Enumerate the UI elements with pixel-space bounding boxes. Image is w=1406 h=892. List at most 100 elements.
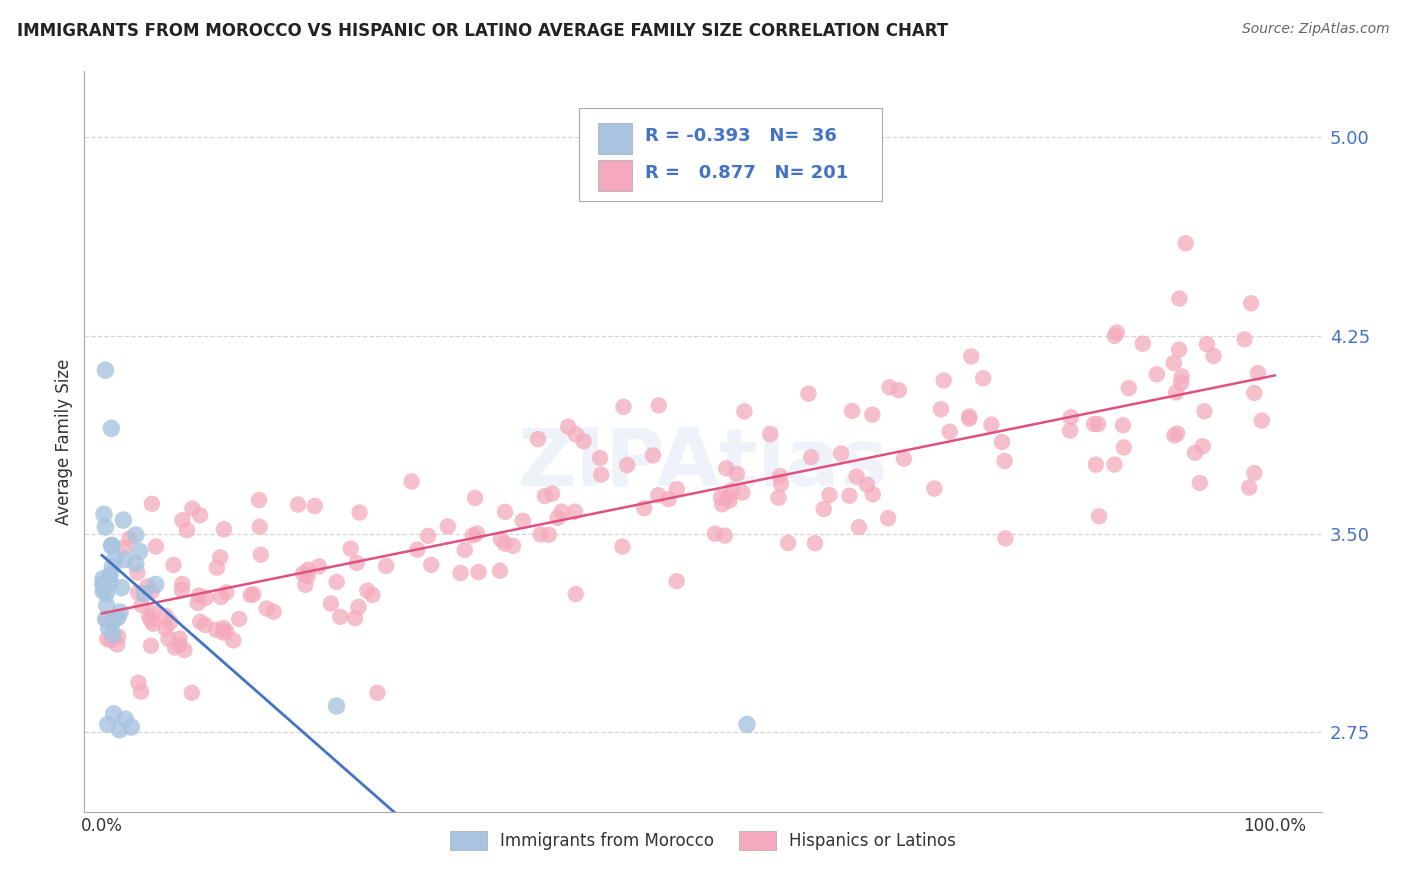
Y-axis label: Average Family Size: Average Family Size xyxy=(55,359,73,524)
Point xyxy=(957,409,980,424)
Point xyxy=(366,686,388,700)
Point xyxy=(1118,381,1140,395)
Point xyxy=(157,632,180,646)
Point xyxy=(96,632,118,646)
Point xyxy=(633,501,655,516)
Point xyxy=(804,536,827,550)
Point xyxy=(565,427,588,442)
Point xyxy=(1104,329,1126,343)
Point xyxy=(929,402,952,417)
Point xyxy=(94,612,117,626)
Point xyxy=(733,404,755,418)
Point xyxy=(530,527,553,541)
Point xyxy=(1240,296,1263,310)
Point xyxy=(658,492,681,507)
Point xyxy=(94,520,117,534)
Point xyxy=(572,434,595,449)
Point xyxy=(1233,332,1256,346)
Point xyxy=(512,514,534,528)
Point xyxy=(717,490,740,504)
Point xyxy=(162,558,184,572)
Point xyxy=(769,469,792,483)
Point xyxy=(108,723,131,737)
Point xyxy=(347,599,370,614)
Point xyxy=(163,640,186,655)
Point xyxy=(96,586,118,600)
Point xyxy=(108,605,131,619)
Point xyxy=(97,621,120,635)
Point xyxy=(346,556,368,570)
Point xyxy=(292,566,315,581)
Point xyxy=(263,605,285,619)
Point xyxy=(797,386,820,401)
Point xyxy=(287,498,309,512)
Point xyxy=(856,477,879,491)
FancyBboxPatch shape xyxy=(598,123,633,153)
Point xyxy=(665,482,688,496)
Point xyxy=(776,536,799,550)
Point xyxy=(720,483,742,498)
Point xyxy=(169,638,191,652)
Point xyxy=(100,633,122,648)
Point xyxy=(494,536,516,550)
Point xyxy=(1184,446,1206,460)
Text: ZIPAtlas: ZIPAtlas xyxy=(517,425,889,503)
Point xyxy=(591,467,613,482)
Point xyxy=(1170,369,1192,384)
Point xyxy=(1132,336,1154,351)
Point xyxy=(1243,466,1265,480)
Point xyxy=(325,698,347,713)
Point xyxy=(1112,441,1135,455)
Point xyxy=(104,551,127,566)
Point xyxy=(120,720,142,734)
Point xyxy=(1083,417,1105,431)
Point xyxy=(110,581,132,595)
Point xyxy=(228,612,250,626)
Point xyxy=(101,615,124,629)
Point xyxy=(114,552,136,566)
Point xyxy=(537,527,560,541)
Point xyxy=(1060,410,1083,425)
Point xyxy=(557,419,579,434)
Point xyxy=(94,363,117,377)
Point xyxy=(1237,481,1260,495)
Point xyxy=(416,529,439,543)
Point xyxy=(118,532,141,546)
Point xyxy=(616,458,638,472)
Point xyxy=(716,461,738,475)
Point xyxy=(845,469,868,483)
Point xyxy=(1163,428,1185,442)
Point xyxy=(547,511,569,525)
Point xyxy=(437,519,460,533)
Point xyxy=(813,502,835,516)
Point xyxy=(239,588,262,602)
Point xyxy=(564,587,586,601)
Point xyxy=(212,625,235,640)
Point xyxy=(830,446,852,460)
Point xyxy=(1174,236,1197,251)
Point xyxy=(212,522,235,536)
Point xyxy=(1243,386,1265,401)
Point xyxy=(155,608,177,623)
Point xyxy=(256,601,278,615)
Point xyxy=(325,574,347,589)
Point xyxy=(142,616,165,631)
Point xyxy=(181,501,204,516)
Point xyxy=(887,383,910,397)
Point xyxy=(420,558,443,572)
Point xyxy=(1163,356,1185,370)
Point xyxy=(704,526,727,541)
Point xyxy=(711,497,734,511)
Point xyxy=(131,598,153,612)
Point xyxy=(1250,414,1272,428)
Point xyxy=(1191,439,1213,453)
Point xyxy=(612,540,634,554)
Point xyxy=(100,421,122,435)
Point xyxy=(467,565,489,579)
Point xyxy=(212,621,235,635)
Point xyxy=(932,374,955,388)
Point xyxy=(101,559,124,574)
Point xyxy=(112,513,135,527)
Text: Source: ZipAtlas.com: Source: ZipAtlas.com xyxy=(1241,22,1389,37)
Point xyxy=(194,591,217,605)
